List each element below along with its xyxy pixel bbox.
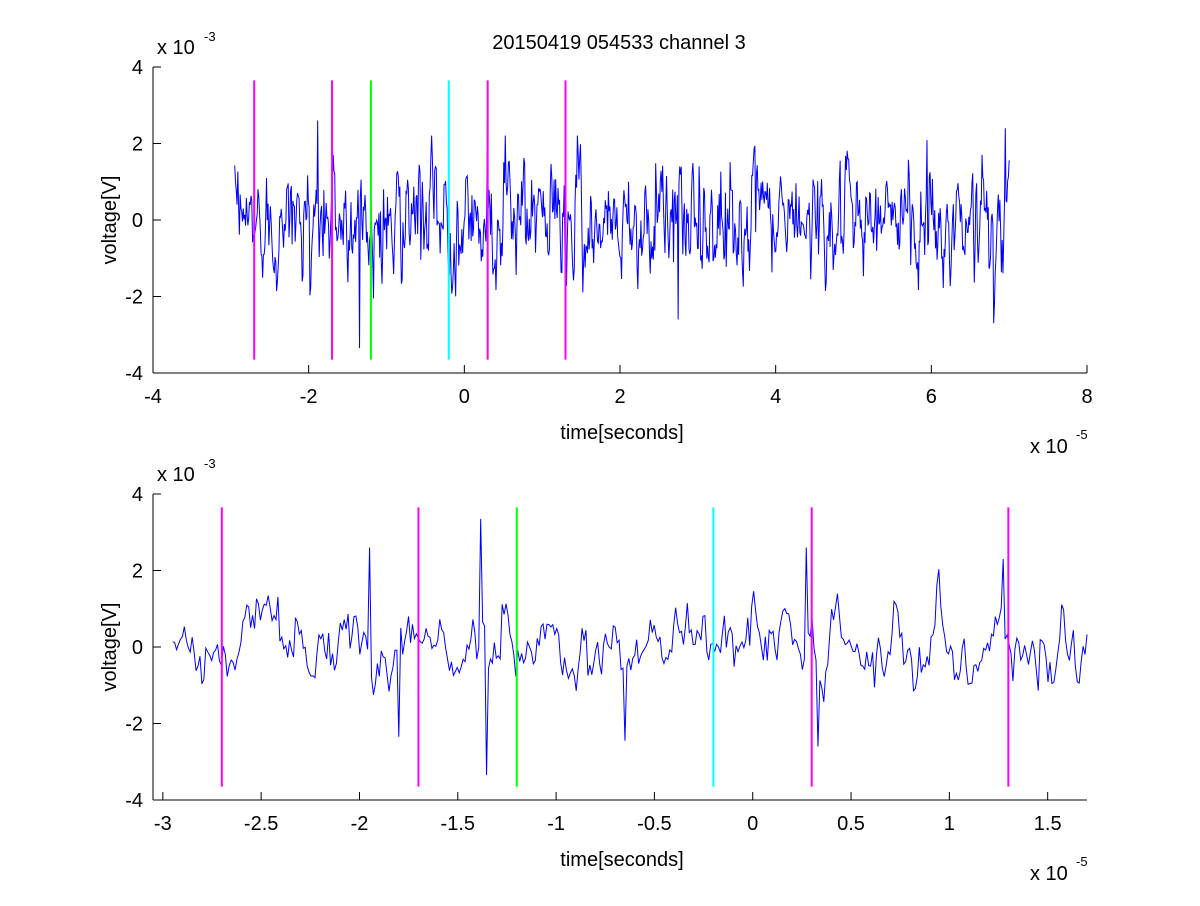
x-exponent-label: x 10 [1030, 436, 1068, 458]
x-tick-label: -2.5 [244, 813, 278, 835]
x-tick-label: 2 [614, 386, 625, 408]
figure-title: 20150419 054533 channel 3 [492, 32, 746, 54]
y-tick-label: 0 [132, 210, 143, 232]
signal-trace [234, 120, 1010, 349]
y-exponent-power: -3 [204, 456, 216, 471]
x-exponent-label: x 10 [1030, 863, 1068, 885]
y-axis-label: voltage[V] [99, 176, 121, 265]
y-axis-label: voltage[V] [99, 603, 121, 692]
y-exponent-label: x 10 [157, 464, 195, 486]
x-tick-label: 0.5 [837, 813, 865, 835]
y-exponent-power: -3 [204, 29, 216, 44]
x-tick-label: -3 [154, 813, 172, 835]
x-tick-label: -4 [144, 386, 162, 408]
y-exponent-label: x 10 [157, 37, 195, 59]
axes-bottom: -3 -2.5 -2 -1.5 -1 -0.5 0 0.5 1 1.5 -4 -2 0 2 4 time[se… [99, 456, 1088, 885]
x-tick-label: -1 [547, 813, 565, 835]
x-tick-label: 0 [459, 386, 470, 408]
y-tick-label: 2 [132, 134, 143, 156]
y-tick-label: 4 [132, 57, 143, 79]
y-tick-label: -2 [125, 714, 143, 736]
x-axis-label: time[seconds] [560, 849, 683, 871]
x-tick-label: -2 [351, 813, 369, 835]
y-tick-label: 2 [132, 561, 143, 583]
x-tick-label: 6 [926, 386, 937, 408]
y-tick-label: 0 [132, 637, 143, 659]
x-tick-label: -1.5 [441, 813, 475, 835]
y-tick-label: -4 [125, 790, 143, 812]
x-axis-label: time[seconds] [560, 422, 683, 444]
x-tick-label: 1 [944, 813, 955, 835]
x-tick-label: 0 [747, 813, 758, 835]
y-tick-label: -2 [125, 287, 143, 309]
x-tick-label: 4 [770, 386, 781, 408]
x-exponent-power: -5 [1076, 427, 1088, 442]
x-tick-label: -2 [300, 386, 318, 408]
axes-top: -4 -2 0 2 4 6 8 -4 -2 0 2 4 time[seconds] voltage[V] x… [99, 29, 1093, 458]
y-tick-label: -4 [125, 363, 143, 385]
x-tick-label: -0.5 [637, 813, 671, 835]
signal-trace [172, 518, 1088, 776]
y-tick-label: 4 [132, 484, 143, 506]
x-tick-label: 1.5 [1034, 813, 1062, 835]
x-exponent-power: -5 [1076, 854, 1088, 869]
x-tick-label: 8 [1081, 386, 1092, 408]
